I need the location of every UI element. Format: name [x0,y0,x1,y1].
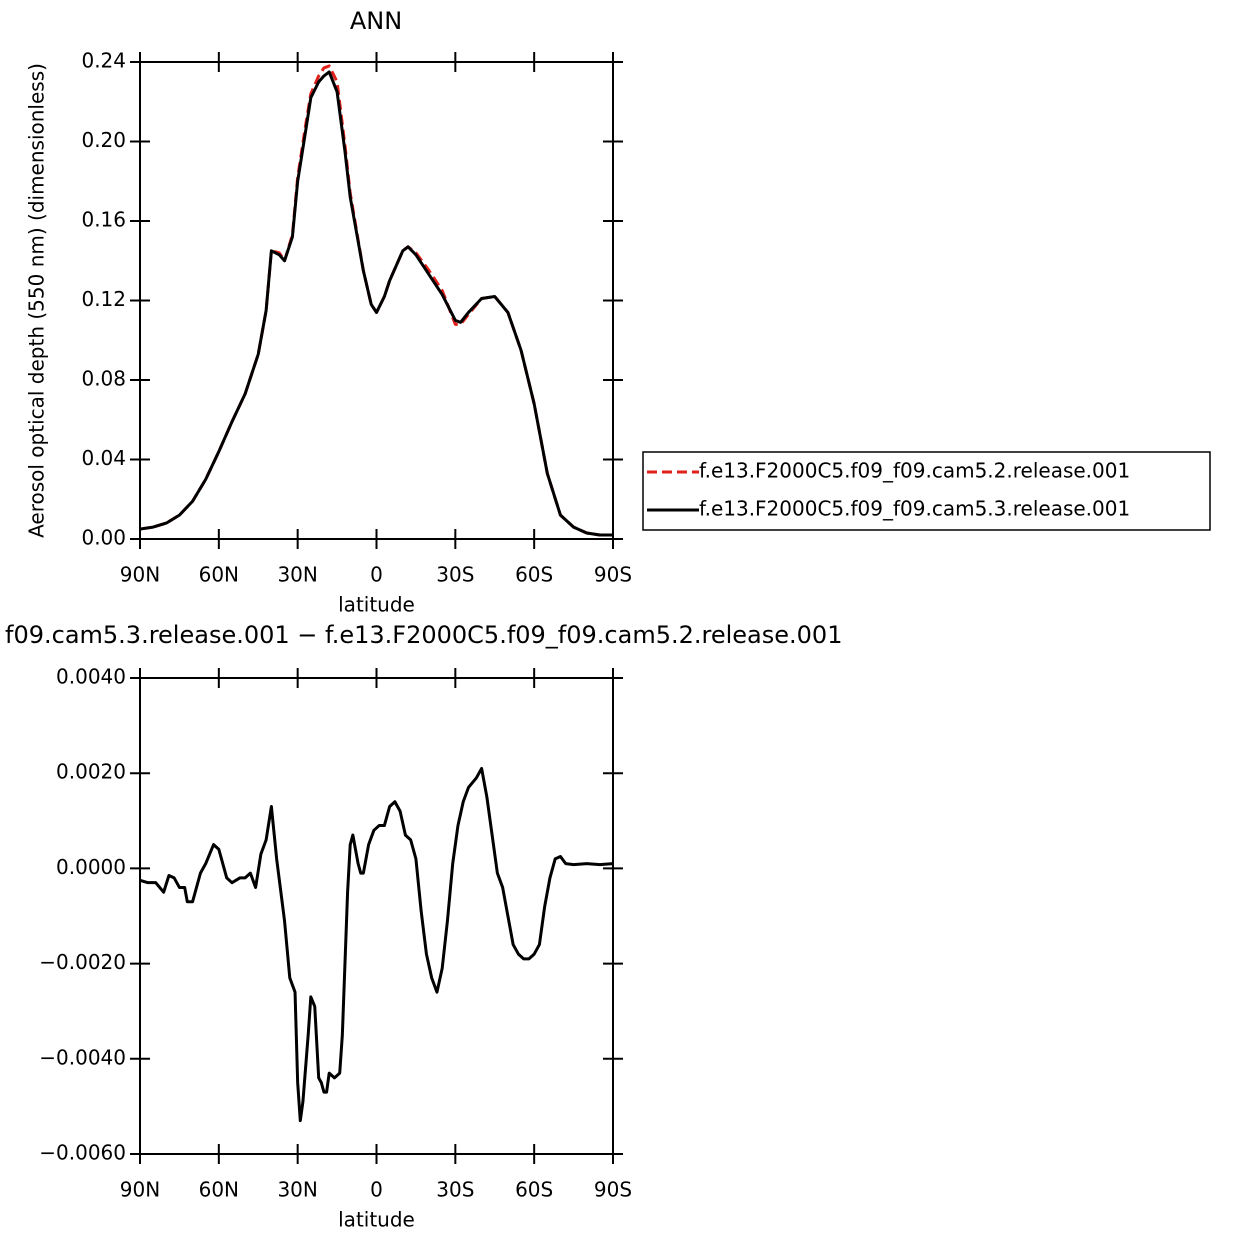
x-tick-label: 90S [594,563,632,587]
legend-label: f.e13.F2000C5.f09_f09.cam5.2.release.001 [699,459,1130,483]
legend-box [642,451,1211,531]
y-axis-label: Aerosol optical depth (550 nm) (dimensio… [25,63,49,538]
x-tick-label: 60S [515,563,553,587]
y-tick-label: 0.00 [81,526,126,550]
y-tick-label: 0.12 [81,287,126,311]
x-tick-label: 60N [199,1178,239,1202]
data-line [139,70,613,537]
x-tick-label: 90S [594,1178,632,1202]
y-tick-label: −0.0040 [39,1045,126,1069]
y-tick-label: 0.04 [81,446,126,470]
y-tick-label: 0.0020 [56,760,126,784]
chart-title: f09.cam5.3.release.001 − f.e13.F2000C5.f… [5,621,842,649]
plot-frame [139,677,614,1155]
x-tick-label: 90N [120,1178,160,1202]
x-tick-label: 30N [277,563,317,587]
y-tick-label: −0.0020 [39,950,126,974]
y-tick-label: 0.16 [81,208,126,232]
y-tick-label: 0.0040 [56,665,126,689]
y-tick-label: 0.24 [81,49,126,73]
x-tick-label: 60S [515,1178,553,1202]
x-tick-label: 30S [436,1178,474,1202]
data-line [139,766,614,1123]
y-tick-label: 0.20 [81,128,126,152]
y-tick-label: 0.08 [81,367,126,391]
x-tick-label: 60N [199,563,239,587]
x-axis-label: latitude [338,1208,415,1232]
x-axis-label: latitude [338,593,415,617]
legend-label: f.e13.F2000C5.f09_f09.cam5.3.release.001 [699,497,1130,521]
x-tick-label: 0 [370,1178,383,1202]
plot-frame [139,61,614,540]
y-tick-label: 0.0000 [56,855,126,879]
x-tick-label: 90N [120,563,160,587]
y-tick-label: −0.0060 [39,1141,126,1165]
x-tick-label: 30N [277,1178,317,1202]
data-line [139,64,613,537]
x-tick-label: 0 [370,563,383,587]
chart-title: ANN [350,7,402,35]
x-tick-label: 30S [436,563,474,587]
